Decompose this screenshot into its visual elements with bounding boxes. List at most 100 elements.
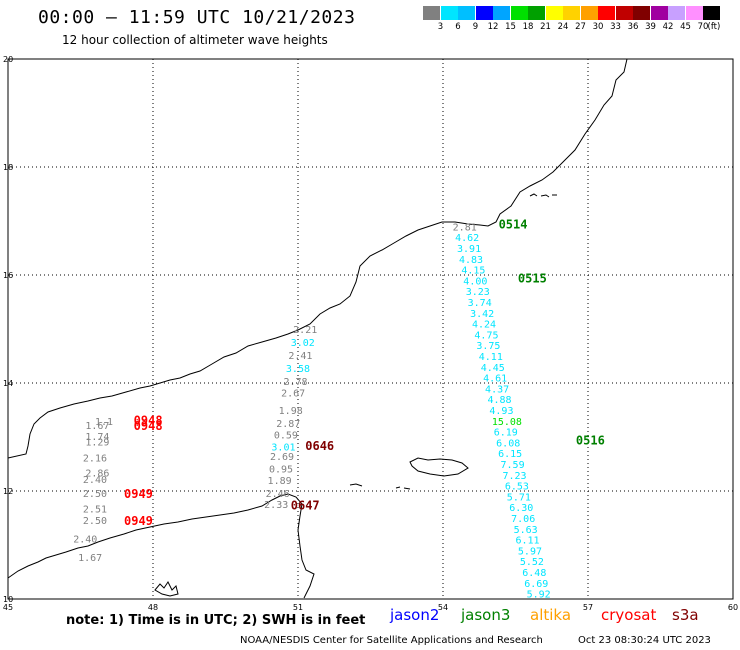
wave-height-value: 0.95 (269, 464, 293, 475)
legend-swatch (633, 6, 650, 20)
wave-height-value: 0.59 (274, 430, 298, 441)
wave-height-value: 1.67 (85, 421, 109, 432)
wave-height-value: 2.16 (83, 454, 107, 465)
wave-height-value: 6.11 (516, 536, 540, 547)
wave-height-value: 4.11 (479, 352, 503, 363)
legend-label: 30 (592, 22, 604, 32)
legend-swatch (615, 6, 633, 20)
legend-label: 18 (522, 22, 534, 32)
legend-swatch (423, 6, 440, 20)
legend-swatch (493, 6, 510, 20)
x-tick-label: 54 (438, 603, 448, 612)
legend-swatch (458, 6, 475, 20)
y-tick-label: 16 (3, 271, 13, 280)
y-tick-label: 14 (3, 379, 13, 388)
coastline-socotra (409, 457, 469, 477)
wave-height-value: 1.89 (268, 476, 292, 487)
wave-height-value: 3.58 (286, 364, 310, 375)
wave-height-value: 4.75 (474, 330, 498, 341)
wave-height-value: 2.67 (281, 389, 305, 400)
pass-time-label: 0949 (124, 487, 153, 501)
wave-height-value: 3.91 (457, 244, 481, 255)
wave-height-value: 4.00 (463, 276, 487, 287)
pass-time-label: 0515 (518, 272, 547, 286)
wave-height-value: 4.88 (487, 395, 511, 406)
y-tick-label: 10 (3, 595, 13, 604)
legend-label: 15 (505, 22, 516, 32)
legend-label: 6 (455, 22, 461, 32)
wave-height-value: 2.50 (83, 516, 107, 527)
x-tick-label: 51 (293, 603, 303, 612)
legend-swatch (703, 6, 720, 20)
legend-swatch (580, 6, 598, 20)
pass-time-label: 0514 (499, 218, 528, 232)
y-tick-label: 20 (3, 55, 13, 64)
pass-time-label: 0948 (134, 414, 163, 428)
wave-height-value: 5.63 (514, 525, 538, 536)
footer-credit: NOAA/NESDIS Center for Satellite Applica… (240, 635, 543, 646)
legend-label: 27 (575, 22, 586, 32)
coastline (7, 58, 628, 599)
wave-height-value: 6.15 (498, 449, 522, 460)
wave-height-value: 1.67 (78, 553, 102, 564)
x-tick-label: 60 (728, 603, 738, 612)
wave-height-value: 4.45 (481, 363, 505, 374)
wave-height-value: 3.02 (291, 338, 315, 349)
wave-height-value: 4.61 (483, 374, 507, 385)
wave-height-value: 2.40 (73, 535, 97, 546)
legend-label: 36 (627, 22, 639, 32)
pass-time-label: 0949 (124, 514, 153, 528)
satellite-legend-s3a: s3a (672, 606, 699, 624)
wave-height-value: 4.83 (459, 255, 483, 266)
wave-height-value: 1.98 (279, 406, 303, 417)
legend-swatch (528, 6, 545, 20)
wave-height-value: 6.69 (524, 579, 548, 590)
legend-swatch (545, 6, 563, 20)
legend-label: 12 (487, 22, 499, 32)
map-subtitle: 12 hour collection of altimeter wave hei… (62, 33, 328, 47)
satellite-legend-jason3: jason3 (461, 606, 511, 624)
wave-height-value: 2.21 (293, 325, 317, 336)
footer-timestamp: Oct 23 08:30:24 UTC 2023 (578, 635, 711, 646)
coastline-africa (7, 493, 315, 599)
coastline-socotra-islets (349, 483, 411, 490)
wave-height-value: 2.86 (85, 469, 109, 480)
legend-label: 45 (680, 22, 691, 32)
pass-time-label: 0948 (134, 419, 163, 433)
legend-swatch (650, 6, 668, 20)
legend-swatch (668, 6, 685, 20)
legend-label: 42 (662, 22, 674, 32)
wave-height-value: 1.74 (85, 432, 109, 443)
legend-swatch (563, 6, 580, 20)
x-tick-label: 57 (583, 603, 593, 612)
legend-label: 21 (540, 22, 551, 32)
legend-label: 24 (557, 22, 569, 32)
legend-swatch (475, 6, 493, 20)
coastline-arabia (7, 58, 628, 459)
wave-height-value: 4.93 (489, 406, 513, 417)
legend-label: 70 (697, 22, 709, 32)
wave-height-value: 2.78 (284, 377, 308, 388)
wave-height-value: 7.23 (502, 471, 526, 482)
legend-label: 39 (645, 22, 656, 32)
coastline-islands (529, 193, 557, 198)
legend-swatch (510, 6, 528, 20)
legend-label: 3 (437, 22, 444, 32)
coastline-fragment (154, 581, 179, 597)
wave-height-value: 5.92 (527, 590, 551, 601)
wave-height-value: 5.97 (518, 546, 542, 557)
wave-height-value: 5.71 (507, 492, 531, 503)
pass-time-label: 0516 (576, 434, 605, 448)
wave-height-value: 2.41 (288, 351, 312, 362)
satellite-legend-altika: altika (530, 606, 572, 624)
wave-height-value: 7.06 (511, 514, 535, 525)
wave-height-value: 2.46 (266, 489, 290, 500)
wave-height-value: 1.1 (95, 417, 113, 428)
wave-height-value: 2.81 (453, 222, 477, 233)
wave-height-value: 4.62 (455, 233, 479, 244)
x-tick-label: 45 (3, 603, 13, 612)
map-title: 00:00 – 11:59 UTC 10/21/2023 (38, 7, 356, 28)
satellite-legend-jason2: jason2 (390, 606, 440, 624)
wave-height-value: 7.59 (501, 460, 525, 471)
wave-height-value: 2.33 (264, 500, 288, 511)
